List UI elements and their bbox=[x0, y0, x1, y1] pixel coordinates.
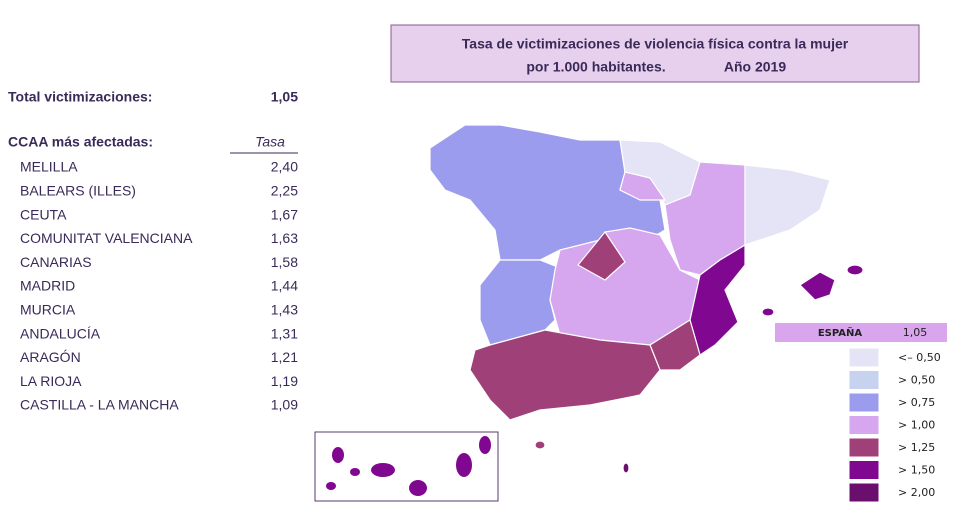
legend-label: > 0,50 bbox=[898, 374, 935, 387]
espana-bar bbox=[775, 323, 947, 342]
legend-label: > 1,25 bbox=[898, 441, 935, 454]
region-name: MADRID bbox=[20, 278, 75, 294]
legend-label: <– 0,50 bbox=[898, 351, 941, 364]
legend-swatch bbox=[848, 347, 880, 368]
title: Tasa de victimizaciones de violencia fís… bbox=[462, 36, 849, 52]
region-rate: 2,25 bbox=[271, 183, 298, 199]
region-rate: 1,09 bbox=[271, 397, 298, 413]
region-name: CEUTA bbox=[20, 206, 67, 222]
map bbox=[429, 124, 864, 474]
espana-label: ESPAÑA bbox=[818, 326, 863, 339]
list-header: CCAA más afectadas: bbox=[8, 134, 153, 150]
canarias-box bbox=[314, 431, 499, 502]
region-rate: 1,63 bbox=[271, 230, 298, 246]
region-rate: 1,58 bbox=[271, 254, 298, 270]
region-name: COMUNITAT VALENCIANA bbox=[20, 230, 193, 246]
region-rate: 1,19 bbox=[271, 373, 298, 389]
title: por 1.000 habitantes. bbox=[526, 59, 665, 75]
region-rate: 1,21 bbox=[271, 349, 298, 365]
region-name: ARAGÓN bbox=[20, 349, 81, 365]
column-header: Tasa bbox=[255, 134, 285, 150]
year: Año 2019 bbox=[724, 59, 786, 75]
espana-value: 1,05 bbox=[903, 326, 928, 339]
region-name: BALEARS (ILLES) bbox=[20, 183, 136, 199]
region-name: ANDALUCÍA bbox=[20, 325, 101, 341]
legend-swatch bbox=[848, 370, 880, 390]
region-name: CANARIAS bbox=[20, 254, 92, 270]
legend-label: > 1,00 bbox=[898, 419, 935, 432]
region-name: MELILLA bbox=[20, 159, 78, 175]
legend-label: > 0,75 bbox=[898, 396, 935, 409]
region-name: LA RIOJA bbox=[20, 373, 82, 389]
legend-label: > 1,50 bbox=[898, 464, 935, 477]
region-rate: 1,67 bbox=[271, 206, 298, 222]
region-rate: 2,40 bbox=[271, 159, 298, 175]
region-rate: 1,31 bbox=[271, 325, 298, 341]
region-rate: 1,43 bbox=[271, 302, 298, 318]
legend-swatch bbox=[848, 437, 880, 458]
title-box bbox=[390, 24, 920, 83]
rows: MELILLA 2,40 BALEARS (ILLES) 2,25 CEUTA 1,67 C… bbox=[20, 159, 298, 413]
summary-label: Total victimizaciones: bbox=[8, 89, 152, 105]
legend-swatch bbox=[848, 392, 880, 413]
legend-label: > 2,00 bbox=[898, 486, 935, 499]
summary-value: 1,05 bbox=[271, 89, 298, 105]
legend: <– 0,50 > 0,50 > 0,75 > 1,00 > 1,25 > 1,50 > 2… bbox=[848, 347, 941, 503]
legend-swatch bbox=[848, 482, 880, 503]
legend-swatch bbox=[848, 415, 880, 435]
legend-swatch bbox=[848, 460, 880, 480]
canarias bbox=[326, 436, 491, 496]
region-name: CASTILLA - LA MANCHA bbox=[20, 397, 179, 413]
region-name: MURCIA bbox=[20, 302, 76, 318]
region-rate: 1,44 bbox=[271, 278, 298, 294]
